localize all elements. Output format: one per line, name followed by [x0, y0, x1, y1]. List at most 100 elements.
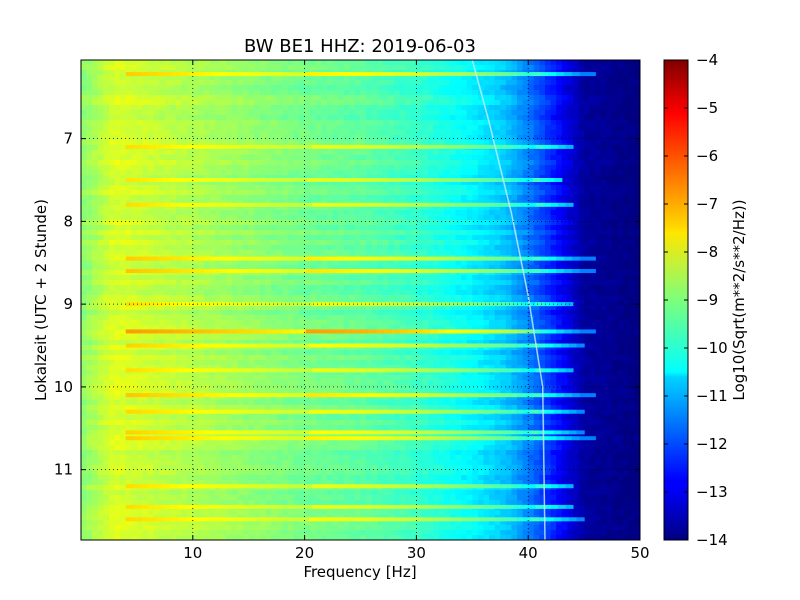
heatmap-cell — [455, 240, 462, 246]
heatmap-cell — [455, 125, 462, 131]
heatmap-cell — [539, 105, 546, 111]
heatmap-cell — [584, 275, 591, 281]
heatmap-cell — [125, 130, 132, 136]
heatmap-cell — [159, 110, 166, 116]
heatmap-cell — [120, 280, 127, 286]
heatmap-cell — [265, 130, 272, 136]
heatmap-cell — [416, 150, 423, 156]
heatmap-cell — [561, 285, 568, 291]
heatmap-cell — [304, 245, 311, 251]
heatmap-cell — [203, 130, 211, 136]
heatmap-cell — [282, 195, 289, 201]
heatmap-cell — [231, 120, 239, 126]
heatmap-cell — [634, 80, 640, 86]
heatmap-cell — [584, 235, 591, 241]
heatmap-cell — [326, 85, 334, 91]
heatmap-cell — [567, 205, 574, 211]
heatmap-cell — [120, 185, 127, 191]
heatmap-cell — [578, 295, 585, 301]
heatmap-cell — [304, 225, 311, 231]
heatmap-cell — [293, 280, 300, 286]
heatmap-cell — [92, 225, 99, 231]
heatmap-cell — [81, 70, 88, 76]
heatmap-cell — [254, 215, 261, 221]
heatmap-cell — [494, 165, 501, 171]
heatmap-cell — [360, 210, 367, 216]
heatmap-cell — [259, 250, 267, 256]
heatmap-cell — [220, 170, 227, 176]
heatmap-cell — [567, 160, 574, 166]
heatmap-cell — [81, 165, 88, 171]
heatmap-cell — [421, 75, 429, 81]
heatmap-cell — [86, 190, 93, 196]
heatmap-cell — [617, 100, 624, 106]
heatmap-cell — [455, 160, 462, 166]
heatmap-cell — [209, 235, 216, 241]
heatmap-cell — [517, 170, 524, 176]
heatmap-cell — [265, 180, 272, 186]
heatmap-cell — [125, 275, 132, 281]
heatmap-cell — [500, 155, 507, 161]
heatmap-cell — [125, 180, 132, 186]
heatmap-cell — [321, 295, 328, 301]
heatmap-cell — [226, 190, 233, 196]
heatmap-cell — [517, 240, 524, 246]
heatmap-cell — [494, 220, 501, 226]
heatmap-cell — [97, 235, 104, 241]
heatmap-cell — [377, 295, 384, 301]
heatmap-cell — [265, 155, 272, 161]
heatmap-cell — [528, 215, 535, 221]
heatmap-cell — [394, 150, 401, 156]
heatmap-cell — [108, 185, 116, 191]
heatmap-cell — [304, 105, 311, 111]
heatmap-cell — [231, 260, 239, 266]
heatmap-cell — [203, 175, 211, 181]
heatmap-cell — [86, 230, 93, 236]
heatmap-cell — [271, 75, 278, 81]
heatmap-cell — [556, 120, 563, 126]
heatmap-cell — [399, 85, 406, 91]
heatmap-cell — [86, 120, 93, 126]
heatmap-cell — [416, 225, 423, 231]
heatmap-cell — [500, 190, 507, 196]
heatmap-cell — [299, 95, 306, 101]
heatmap-cell — [572, 245, 580, 251]
heatmap-cell — [343, 110, 350, 116]
heatmap-cell — [310, 305, 317, 311]
heatmap-cell — [410, 215, 417, 221]
heatmap-cell — [148, 205, 155, 211]
heatmap-cell — [634, 260, 640, 266]
heatmap-cell — [265, 100, 272, 106]
heatmap-cell — [343, 190, 350, 196]
heatmap-cell — [427, 215, 434, 221]
heatmap-cell — [181, 80, 188, 86]
heatmap-cell — [349, 60, 356, 66]
heatmap-cell — [276, 165, 283, 171]
heatmap-cell — [142, 95, 149, 101]
heatmap-cell — [326, 305, 334, 311]
heatmap-cell — [237, 210, 244, 216]
heatmap-cell — [561, 65, 568, 71]
heatmap-cell — [315, 210, 322, 216]
heatmap-cell — [399, 140, 406, 146]
heatmap-cell — [343, 200, 350, 206]
heatmap-cell — [550, 175, 557, 181]
heatmap-cell — [276, 65, 283, 71]
heatmap-cell — [304, 65, 311, 71]
heatmap-cell — [455, 65, 462, 71]
heatmap-cell — [388, 295, 395, 301]
heatmap-cell — [477, 60, 485, 66]
heatmap-cell — [254, 195, 261, 201]
heatmap-cell — [282, 225, 289, 231]
heatmap-cell — [148, 250, 155, 256]
heatmap-cell — [248, 230, 255, 236]
heatmap-cell — [248, 285, 255, 291]
heatmap-cell — [511, 180, 518, 186]
heatmap-cell — [254, 80, 261, 86]
heatmap-cell — [455, 230, 462, 236]
heatmap-cell — [472, 110, 479, 116]
heatmap-cell — [421, 285, 429, 291]
heatmap-cell — [254, 200, 261, 206]
heatmap-cell — [86, 130, 93, 136]
heatmap-cell — [276, 175, 283, 181]
